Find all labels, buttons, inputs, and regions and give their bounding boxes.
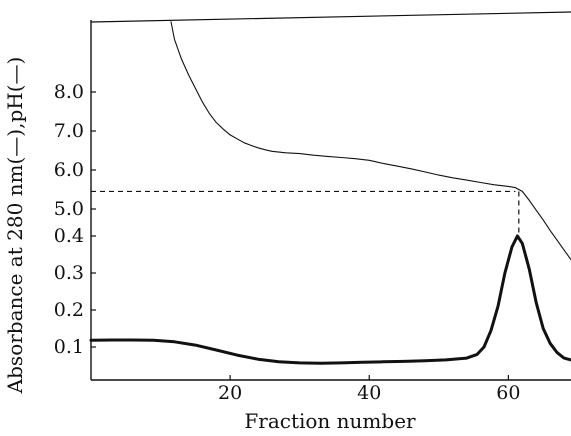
ph-tick-label: 5.0 (54, 198, 84, 220)
x-axis-label: Fraction number (244, 409, 416, 433)
series-line-ph (170, 21, 571, 261)
absorbance-tick-label: 0.4 (54, 225, 84, 247)
ph-tick-label: 7.0 (54, 120, 84, 142)
absorbance-tick-label: 0.2 (54, 299, 84, 321)
x-tick-label: 60 (496, 382, 520, 404)
x-tick-label: 20 (218, 382, 242, 404)
x-tick-label: 40 (357, 382, 381, 404)
ph-tick-label: 6.0 (54, 159, 84, 181)
series-layer (89, 21, 571, 365)
ph-tick-group: 5.0 6.0 7.0 8.0 (54, 81, 96, 220)
absorbance-tick-group: 0.1 0.2 0.3 0.4 (54, 225, 96, 358)
reference-lines (91, 190, 520, 236)
absorbance-tick-label: 0.3 (54, 262, 84, 284)
ph-tick-label: 8.0 (54, 81, 84, 103)
y-axis-label: Absorbance at 280 nm(—),pH(—) (3, 57, 27, 395)
absorbance-tick-label: 0.1 (54, 336, 84, 358)
x-tick-group: 20 40 60 (218, 375, 520, 404)
series-line-absorbance (89, 234, 571, 365)
frame-top-edge (90, 11, 571, 23)
